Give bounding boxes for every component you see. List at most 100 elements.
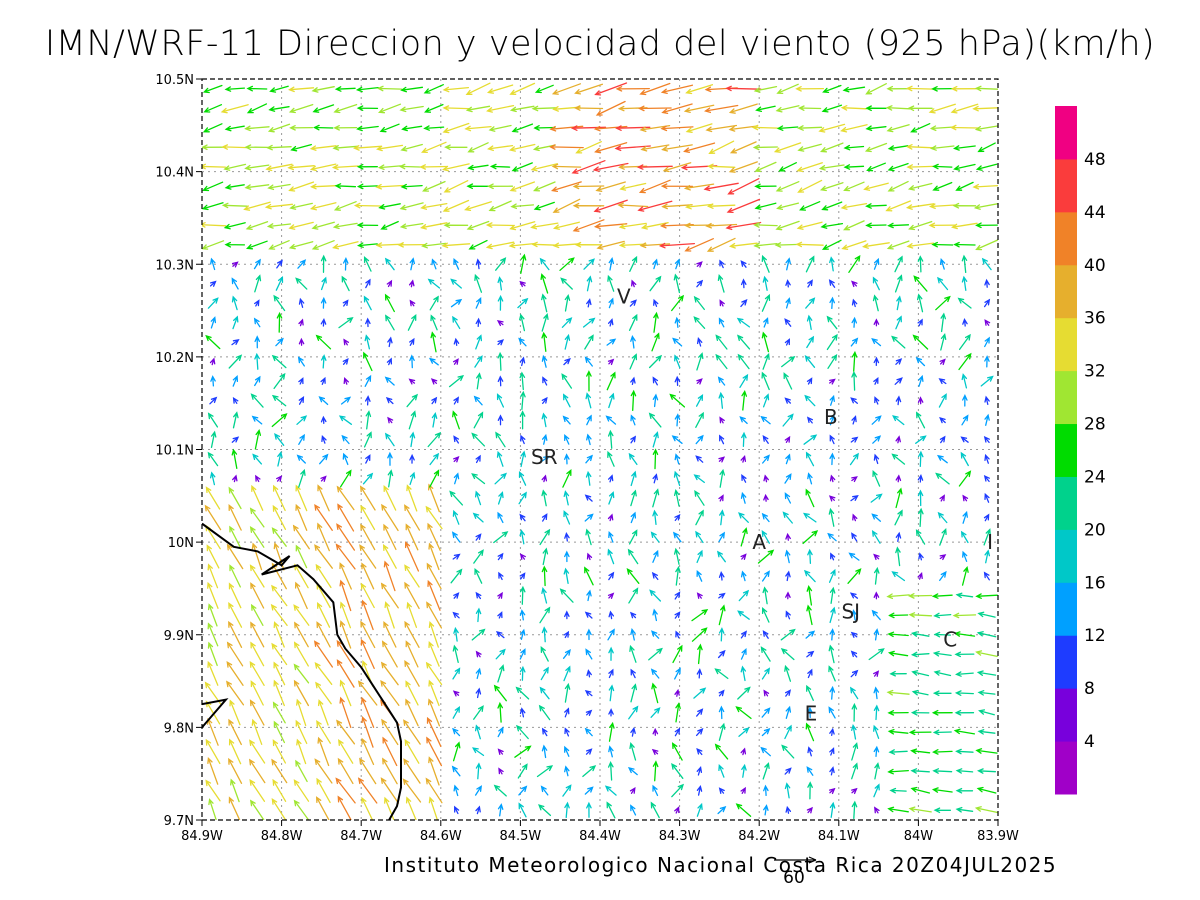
wind-vector — [406, 601, 418, 628]
grid-lines — [202, 79, 998, 820]
wind-vector — [718, 705, 725, 720]
x-tick-label: 84.7W — [340, 829, 382, 844]
x-tick-label: 84.5W — [499, 829, 541, 844]
wind-vector — [273, 679, 285, 707]
wind-vector — [829, 606, 836, 624]
wind-vector — [818, 164, 845, 171]
wind-vector — [311, 240, 335, 250]
wind-vector — [540, 646, 549, 662]
wind-vector — [955, 748, 974, 755]
wind-vector — [806, 377, 813, 385]
wind-vector — [336, 639, 355, 668]
wind-vector — [315, 796, 330, 820]
wind-vector — [365, 454, 371, 464]
wind-vector — [403, 719, 421, 745]
wind-vector — [762, 434, 769, 444]
wind-vector — [467, 142, 489, 153]
wind-vector — [660, 84, 694, 95]
wind-vector — [321, 434, 327, 444]
wind-vector — [336, 659, 355, 688]
wind-vector — [931, 86, 954, 92]
wind-vector — [552, 221, 580, 230]
wind-vector — [495, 257, 507, 271]
wind-vector — [718, 592, 726, 599]
wind-vector — [293, 679, 310, 707]
wind-vector — [563, 490, 570, 506]
wind-vector — [317, 484, 330, 512]
wind-vector — [453, 435, 460, 444]
wind-vector — [584, 689, 593, 697]
wind-vector — [360, 504, 376, 531]
wind-vector — [708, 140, 735, 154]
wind-vector — [254, 375, 261, 387]
wind-vector — [984, 492, 990, 503]
wind-vector — [695, 530, 704, 544]
wind-vector — [783, 372, 793, 390]
wind-vector — [251, 718, 263, 745]
wind-vector — [404, 541, 420, 572]
wind-vector — [940, 333, 947, 351]
wind-vector — [539, 686, 550, 700]
wind-vector — [359, 757, 377, 785]
wind-vector — [387, 469, 394, 488]
wind-vector — [585, 392, 592, 409]
wind-vector — [530, 222, 559, 230]
wind-vector — [847, 568, 862, 584]
wind-vector — [807, 548, 813, 564]
wind-vector — [442, 199, 470, 212]
wind-vector — [637, 200, 673, 212]
wind-vector — [962, 550, 968, 562]
wind-vector — [806, 766, 814, 776]
wind-vector — [895, 358, 903, 365]
wind-vector — [848, 254, 861, 273]
wind-vector — [762, 586, 769, 605]
wind-vector — [719, 299, 725, 307]
wind-vector — [865, 125, 887, 132]
wind-vector — [287, 164, 315, 171]
wind-vector — [448, 374, 465, 388]
colorbar-swatch — [1055, 529, 1077, 583]
wind-vector — [254, 429, 262, 450]
chart-title: IMN/WRF-11 Direccion y velocidad del vie… — [44, 24, 1156, 64]
wind-vector — [695, 455, 704, 463]
wind-vector — [962, 494, 969, 502]
wind-vector — [671, 435, 683, 444]
x-tick-label: 84W — [904, 829, 934, 844]
wind-vector — [754, 202, 777, 210]
wind-vector — [983, 435, 990, 444]
wind-vector — [915, 411, 926, 429]
wind-vector — [453, 337, 460, 346]
wind-vector — [864, 142, 888, 153]
wind-vector — [608, 668, 614, 679]
wind-vector — [519, 585, 526, 605]
wind-vector — [207, 660, 219, 686]
wind-vector — [761, 512, 770, 523]
wind-vector — [785, 532, 791, 541]
wind-vector — [356, 125, 379, 132]
wind-vector — [564, 765, 570, 777]
wind-vector — [317, 736, 330, 767]
wind-vector — [705, 124, 738, 133]
wind-vector — [387, 336, 393, 348]
wind-vector — [974, 125, 998, 132]
wind-vector — [653, 311, 659, 333]
wind-vector — [574, 83, 604, 95]
wind-vector — [473, 549, 484, 564]
wind-vector — [335, 777, 356, 804]
wind-vector — [452, 667, 461, 680]
wind-vector — [310, 183, 337, 190]
wind-vector — [737, 353, 750, 370]
wind-vector — [950, 103, 979, 114]
wind-vector — [498, 571, 504, 581]
wind-vector — [917, 318, 923, 327]
wind-vector — [955, 787, 974, 794]
wind-vector — [614, 145, 651, 152]
wind-vector — [406, 393, 418, 408]
wind-vector — [497, 511, 504, 524]
wind-vector — [933, 670, 952, 677]
wind-vector — [360, 638, 375, 670]
wind-vector — [629, 742, 637, 761]
wind-vector — [338, 738, 354, 764]
wind-vector — [888, 749, 908, 755]
